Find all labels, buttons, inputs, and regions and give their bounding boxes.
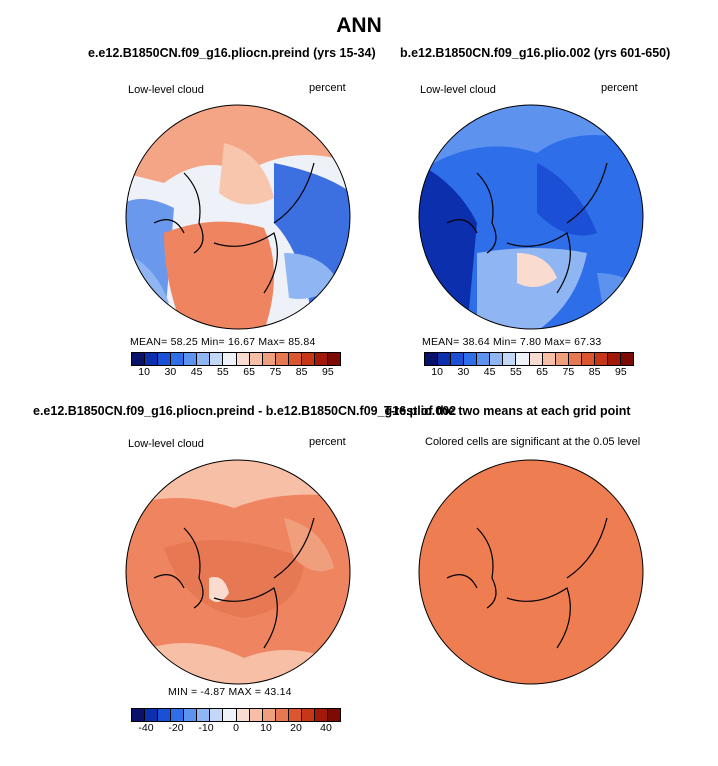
colorbar-swatch bbox=[581, 353, 595, 365]
colorbar-tick-label: -40 bbox=[138, 722, 154, 734]
colorbar-swatch bbox=[249, 353, 263, 365]
colorbar-swatch bbox=[223, 709, 237, 721]
colorbar-swatch bbox=[210, 353, 224, 365]
colorbar-tick-label: 65 bbox=[243, 366, 255, 378]
polar-map-top-left bbox=[125, 104, 351, 330]
panel-title-bottom-left: e.e12.B1850CN.f09_g16.pliocn.preind - b.… bbox=[33, 404, 457, 418]
colorbar-tick-label: 85 bbox=[588, 366, 601, 378]
colorbar-swatch bbox=[262, 353, 276, 365]
colorbar-ticks-top-left: 10 30 45 55 65 75 85 95 bbox=[131, 366, 341, 378]
colorbar-swatch bbox=[288, 353, 302, 365]
colorbar-swatch bbox=[314, 353, 328, 365]
colorbar-tick-label: -10 bbox=[198, 722, 214, 734]
colorbar-swatch bbox=[314, 709, 328, 721]
colorbar-swatch bbox=[210, 709, 224, 721]
stats-top-right: MEAN= 38.64 Min= 7.80 Max= 67.33 bbox=[422, 336, 602, 348]
colorbar-swatch bbox=[301, 709, 315, 721]
colorbar-tick-label: 30 bbox=[164, 366, 177, 378]
variable-label-bottom-left: Low-level cloud bbox=[128, 438, 204, 450]
colorbar-swatch bbox=[288, 709, 302, 721]
colorbar-swatch bbox=[490, 353, 504, 365]
colorbar-tick-label: 85 bbox=[295, 366, 308, 378]
colorbar-tick-label: 10 bbox=[260, 722, 272, 734]
colorbar-swatch bbox=[197, 353, 211, 365]
colorbar-swatch bbox=[132, 353, 146, 365]
colorbar-swatch bbox=[184, 709, 198, 721]
colorbar-top-right bbox=[424, 352, 634, 366]
colorbar-swatch bbox=[438, 353, 452, 365]
colorbar-swatch bbox=[425, 353, 439, 365]
colorbar-swatch bbox=[158, 353, 172, 365]
figure-title: ANN bbox=[336, 14, 382, 37]
colorbar-tick-label: 40 bbox=[320, 722, 332, 734]
units-label-top-left: percent bbox=[309, 82, 346, 94]
colorbar-swatch bbox=[327, 709, 340, 721]
colorbar-swatch bbox=[620, 353, 633, 365]
variable-label-top-left: Low-level cloud bbox=[128, 84, 204, 96]
subtitle-bottom-right: Colored cells are significant at the 0.0… bbox=[425, 436, 641, 448]
colorbar-ticks-bottom-left: -40 -20 -10 0 10 20 40 bbox=[131, 722, 341, 734]
colorbar-swatch bbox=[529, 353, 543, 365]
colorbar-swatch bbox=[451, 353, 465, 365]
colorbar-swatch bbox=[236, 709, 250, 721]
panel-title-top-right: b.e12.B1850CN.f09_g16.plio.002 (yrs 601-… bbox=[400, 46, 671, 60]
colorbar-tick-label: 75 bbox=[269, 366, 282, 378]
colorbar-swatch bbox=[184, 353, 198, 365]
colorbar-tick-label: 95 bbox=[615, 366, 627, 378]
colorbar-tick-label: 20 bbox=[290, 722, 302, 734]
colorbar-tick-label: 10 bbox=[138, 366, 150, 378]
stats-top-left: MEAN= 58.25 Min= 16.67 Max= 85.84 bbox=[130, 336, 316, 348]
units-label-bottom-left: percent bbox=[309, 436, 346, 448]
colorbar-tick-label: 30 bbox=[457, 366, 470, 378]
colorbar-tick-label: 55 bbox=[217, 366, 229, 378]
colorbar-tick-label: 45 bbox=[190, 366, 203, 378]
polar-map-top-right bbox=[418, 104, 644, 330]
colorbar-swatch bbox=[568, 353, 582, 365]
colorbar-swatch bbox=[275, 353, 289, 365]
colorbar-swatch bbox=[555, 353, 569, 365]
colorbar-swatch bbox=[503, 353, 517, 365]
panel-title-bottom-right: T-test of the two means at each grid poi… bbox=[384, 404, 631, 418]
colorbar-swatch bbox=[594, 353, 608, 365]
polar-map-bottom-left bbox=[125, 459, 351, 685]
colorbar-swatch bbox=[145, 353, 159, 365]
colorbar-top-left bbox=[131, 352, 341, 366]
units-label-top-right: percent bbox=[601, 82, 638, 94]
colorbar-tick-label: 45 bbox=[483, 366, 496, 378]
colorbar-swatch bbox=[301, 353, 315, 365]
colorbar-swatch bbox=[464, 353, 478, 365]
colorbar-swatch bbox=[145, 709, 159, 721]
colorbar-swatch bbox=[477, 353, 491, 365]
colorbar-swatch bbox=[275, 709, 289, 721]
colorbar-swatch bbox=[171, 353, 185, 365]
colorbar-swatch bbox=[158, 709, 172, 721]
colorbar-tick-label: 65 bbox=[536, 366, 548, 378]
colorbar-swatch bbox=[516, 353, 530, 365]
colorbar-swatch bbox=[171, 709, 185, 721]
colorbar-swatch bbox=[249, 709, 263, 721]
stats-bottom-left: MIN = -4.87 MAX = 43.14 bbox=[168, 686, 292, 698]
colorbar-swatch bbox=[236, 353, 250, 365]
colorbar-swatch bbox=[542, 353, 556, 365]
colorbar-tick-label: -20 bbox=[168, 722, 184, 734]
colorbar-swatch bbox=[262, 709, 276, 721]
colorbar-ticks-top-right: 10 30 45 55 65 75 85 95 bbox=[424, 366, 634, 378]
colorbar-swatch bbox=[327, 353, 340, 365]
polar-map-bottom-right bbox=[418, 459, 644, 685]
colorbar-tick-label: 55 bbox=[510, 366, 522, 378]
panel-title-top-left: e.e12.B1850CN.f09_g16.pliocn.preind (yrs… bbox=[88, 46, 376, 60]
colorbar-swatch bbox=[223, 353, 237, 365]
colorbar-tick-label: 0 bbox=[233, 722, 239, 734]
variable-label-top-right: Low-level cloud bbox=[420, 84, 496, 96]
colorbar-swatch bbox=[607, 353, 621, 365]
colorbar-tick-label: 10 bbox=[431, 366, 443, 378]
colorbar-bottom-left bbox=[131, 708, 341, 722]
colorbar-tick-label: 75 bbox=[562, 366, 575, 378]
colorbar-swatch bbox=[197, 709, 211, 721]
colorbar-swatch bbox=[132, 709, 146, 721]
colorbar-tick-label: 95 bbox=[322, 366, 334, 378]
